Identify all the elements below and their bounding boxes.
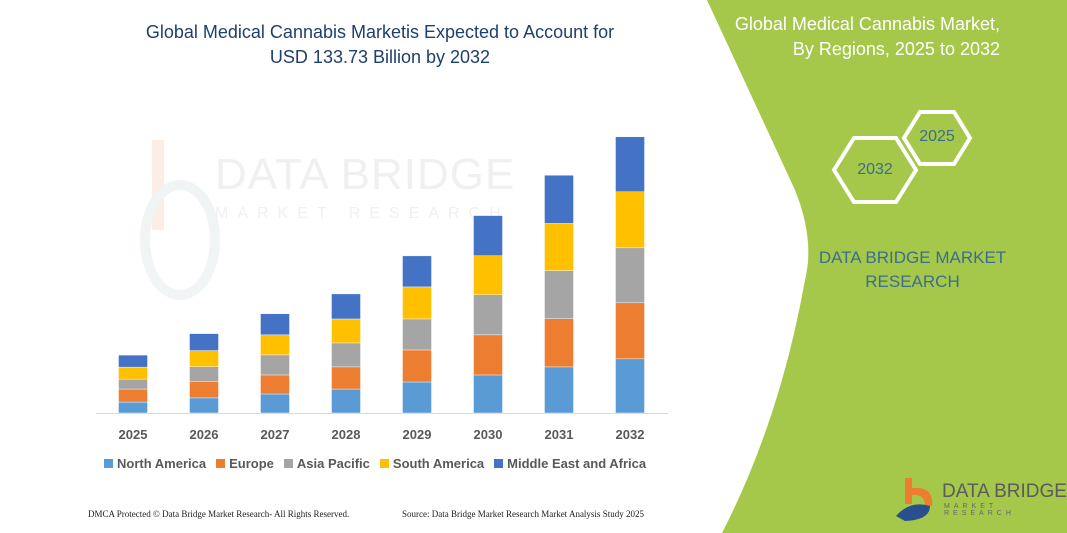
chart-title-line1: Global Medical Cannabis Marketis Expecte… (145, 22, 615, 42)
bar-segment-2030-north-america (473, 374, 503, 414)
brand-line1: DATA BRIDGE MARKET (818, 248, 1007, 267)
bar-segment-2028-middle-east-and-africa (331, 293, 361, 320)
watermark-subtext: MARKET RESEARCH (215, 205, 510, 222)
bar-segment-2031-middle-east-and-africa (544, 175, 574, 224)
x-tick-label: 2029 (403, 427, 432, 442)
bar-segment-2029-north-america (402, 381, 432, 414)
bar-segment-2029-middle-east-and-africa (402, 255, 432, 288)
legend-swatch (494, 459, 504, 468)
x-tick-label: 2028 (332, 427, 361, 442)
bar-segment-2030-south-america (473, 255, 503, 295)
bar-segment-2030-asia-pacific (473, 294, 503, 336)
bar-segment-2032-asia-pacific (615, 247, 645, 304)
bar-segment-2026-north-america (189, 397, 219, 414)
bar-segment-2032-middle-east-and-africa (615, 136, 645, 193)
legend-label: Asia Pacific (296, 456, 370, 471)
x-tick-label: 2031 (545, 427, 574, 442)
brand-line2: RESEARCH (865, 272, 960, 291)
bar-segment-2030-middle-east-and-africa (473, 215, 503, 256)
x-tick-label: 2030 (474, 427, 503, 442)
legend-swatch (379, 459, 389, 468)
logo-icon (896, 478, 933, 521)
x-tick-label: 2026 (190, 427, 219, 442)
legend-label: South America (392, 456, 485, 471)
bar-segment-2028-south-america (331, 318, 361, 344)
legend-swatch (283, 459, 293, 468)
legend-item: Middle East and Africa (494, 456, 646, 471)
bar-segment-2026-middle-east-and-africa (189, 333, 219, 351)
legend-item: Europe (216, 456, 274, 471)
bar-segment-2031-asia-pacific (544, 270, 574, 319)
side-title-line2: By Regions, 2025 to 2032 (792, 39, 1000, 59)
bar-segment-2027-north-america (260, 393, 290, 414)
watermark-text: DATA BRIDGE (215, 150, 516, 199)
bar-segment-2025-europe (118, 388, 148, 403)
bar-segment-2031-europe (544, 318, 574, 368)
bar-segment-2027-europe (260, 374, 290, 395)
x-tick-label: 2032 (616, 427, 645, 442)
bar-segment-2026-asia-pacific (189, 366, 219, 382)
stacked-bar-chart: 2025 2026 2027 2028 2029 2030 2031 2032 (96, 136, 668, 442)
bar-segment-2025-middle-east-and-africa (118, 354, 148, 368)
bar-segment-2027-asia-pacific (260, 354, 290, 376)
chart-title-line2: USD 133.73 Billion by 2032 (269, 47, 491, 67)
hexagon-2032 (831, 136, 919, 204)
bar-segment-2032-south-america (615, 191, 645, 249)
logo-subtext: MARKET RESEARCH (944, 503, 1015, 517)
bar-segment-2030-europe (473, 334, 503, 376)
hex-label-2032: 2032 (857, 161, 893, 178)
bar-segment-2029-south-america (402, 286, 432, 320)
hex-label-2025: 2025 (919, 128, 955, 145)
bar-segment-2026-europe (189, 381, 219, 399)
x-tick-label: 2025 (119, 427, 148, 442)
legend-item: Asia Pacific (283, 456, 370, 471)
legend-label: Europe (229, 456, 274, 471)
bar-segment-2027-middle-east-and-africa (260, 313, 290, 336)
bar-segment-2029-asia-pacific (402, 318, 432, 351)
legend-item: South America (379, 456, 485, 471)
side-title-line1: Global Medical Cannabis Market, (734, 14, 1000, 34)
x-tick-label: 2027 (261, 427, 290, 442)
watermark-logo-icon (140, 140, 220, 300)
hexagon-2025 (901, 110, 973, 166)
bar-segment-2025-asia-pacific (118, 378, 148, 390)
bar-segment-2031-south-america (544, 223, 574, 271)
bar-segment-2028-asia-pacific (331, 342, 361, 368)
legend-swatch (216, 459, 226, 468)
bar-segment-2032-north-america (615, 358, 645, 414)
legend-item: North America (104, 456, 206, 471)
bar-segment-2026-south-america (189, 350, 219, 367)
legend-label: Middle East and Africa (507, 456, 647, 471)
footer-source: Source: Data Bridge Market Research Mark… (402, 509, 644, 519)
legend-swatch (104, 459, 113, 468)
bar-segment-2025-north-america (118, 401, 148, 414)
bar-segment-2028-north-america (331, 388, 361, 414)
side-panel-title: Global Medical Cannabis Market, By Regio… (720, 12, 1000, 62)
bar-segment-2025-south-america (118, 366, 148, 380)
bar-segment-2028-europe (331, 366, 361, 390)
footer-copyright: DMCA Protected © Data Bridge Market Rese… (88, 509, 350, 519)
logo-name: DATA BRIDGE (942, 481, 1067, 502)
chart-legend: North America Europe Asia Pacific South Ame… (104, 456, 646, 471)
legend-label: North America (117, 456, 207, 471)
green-side-panel (707, 0, 1067, 533)
bar-segment-2029-europe (402, 349, 432, 383)
brand-text: DATA BRIDGE MARKET RESEARCH (800, 246, 1025, 294)
chart-title: Global Medical Cannabis Marketis Expecte… (100, 20, 660, 70)
bar-segment-2027-south-america (260, 334, 290, 356)
bar-segment-2032-europe (615, 302, 645, 360)
bar-segment-2031-north-america (544, 366, 574, 414)
